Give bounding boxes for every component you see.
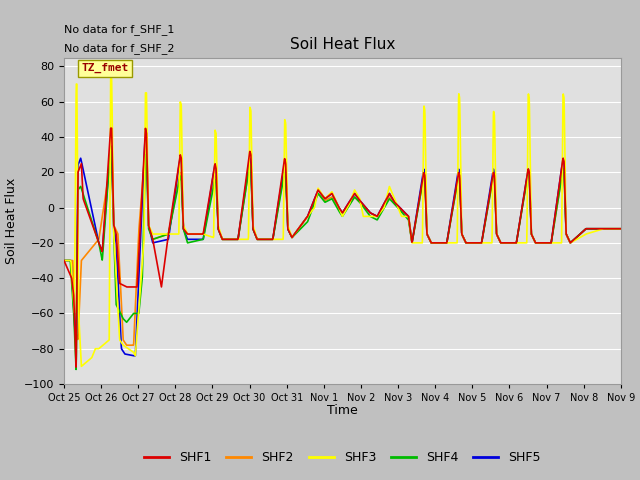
Text: No data for f_SHF_2: No data for f_SHF_2 <box>64 43 175 54</box>
SHF4 <box>107 143 115 149</box>
SHF1 <box>609 226 617 232</box>
SHF4 <box>116 310 124 315</box>
SHF1 <box>107 125 115 131</box>
SHF4 <box>609 226 617 232</box>
SHF5 <box>236 221 244 227</box>
SHF3 <box>617 226 625 232</box>
SHF5 <box>511 240 518 246</box>
SHF2 <box>511 240 518 246</box>
SHF5 <box>141 126 149 132</box>
SHF4 <box>236 222 244 228</box>
SHF1 <box>511 240 518 246</box>
SHF2 <box>236 222 244 228</box>
SHF1 <box>116 281 124 287</box>
SHF4 <box>542 240 550 246</box>
Line: SHF2: SHF2 <box>64 146 621 345</box>
SHF2 <box>542 240 550 246</box>
SHF5 <box>130 353 138 359</box>
SHF4 <box>617 226 625 232</box>
SHF5 <box>116 309 124 315</box>
Text: TZ_fmet: TZ_fmet <box>81 63 129 73</box>
SHF4 <box>376 212 384 217</box>
SHF3 <box>236 237 244 242</box>
SHF2 <box>116 265 124 271</box>
Line: SHF5: SHF5 <box>64 129 621 356</box>
SHF1 <box>617 226 625 232</box>
SHF2 <box>617 226 625 232</box>
Text: No data for f_SHF_1: No data for f_SHF_1 <box>64 24 174 35</box>
Line: SHF4: SHF4 <box>64 146 621 370</box>
SHF3 <box>609 226 617 232</box>
Line: SHF1: SHF1 <box>64 128 621 367</box>
SHF4 <box>511 240 518 246</box>
SHF2 <box>141 143 149 149</box>
SHF1 <box>542 240 550 246</box>
SHF3 <box>542 240 550 246</box>
SHF5 <box>542 240 550 246</box>
Legend: SHF1, SHF2, SHF3, SHF4, SHF5: SHF1, SHF2, SHF3, SHF4, SHF5 <box>139 446 546 469</box>
SHF4 <box>60 258 68 264</box>
SHF1 <box>60 258 68 264</box>
SHF5 <box>60 258 68 264</box>
SHF3 <box>376 210 384 216</box>
SHF2 <box>123 342 131 348</box>
Title: Soil Heat Flux: Soil Heat Flux <box>290 37 395 52</box>
SHF5 <box>609 226 617 232</box>
SHF3 <box>511 240 518 246</box>
Line: SHF3: SHF3 <box>64 79 621 366</box>
SHF5 <box>376 208 384 214</box>
SHF1 <box>72 364 80 370</box>
Y-axis label: Soil Heat Flux: Soil Heat Flux <box>5 178 19 264</box>
SHF1 <box>376 208 384 214</box>
X-axis label: Time: Time <box>327 405 358 418</box>
SHF2 <box>609 226 617 232</box>
SHF3 <box>107 76 115 82</box>
SHF3 <box>116 337 124 343</box>
SHF3 <box>77 363 85 369</box>
SHF4 <box>72 367 80 372</box>
SHF2 <box>376 209 384 215</box>
SHF2 <box>60 258 68 264</box>
SHF3 <box>60 258 68 264</box>
SHF1 <box>236 220 244 226</box>
SHF5 <box>617 226 625 232</box>
